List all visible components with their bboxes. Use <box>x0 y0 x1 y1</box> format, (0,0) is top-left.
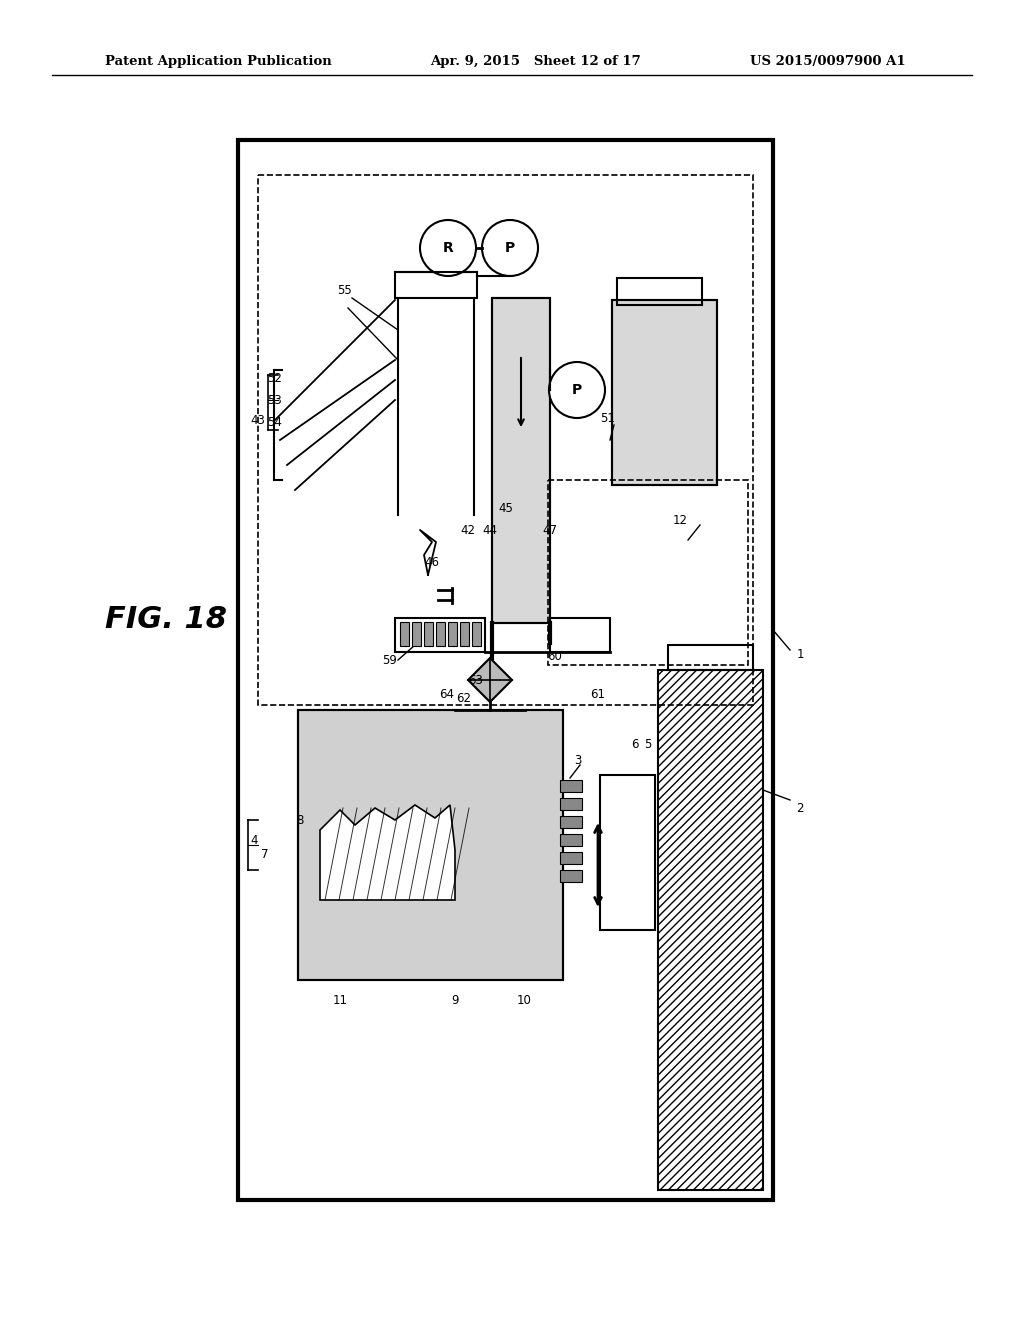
Bar <box>400 622 409 645</box>
Text: 11: 11 <box>333 994 347 1006</box>
Polygon shape <box>319 805 455 900</box>
Bar <box>668 645 753 671</box>
Bar <box>560 834 582 846</box>
Bar <box>472 622 481 645</box>
Text: 45: 45 <box>499 502 513 515</box>
Text: FIG. 18: FIG. 18 <box>105 606 227 635</box>
Text: 5: 5 <box>644 738 651 751</box>
Bar <box>258 176 753 705</box>
Bar <box>492 298 550 623</box>
Text: 60: 60 <box>548 649 562 663</box>
Text: 63: 63 <box>469 673 483 686</box>
Text: 51: 51 <box>600 412 615 425</box>
Bar <box>612 300 717 484</box>
Text: 53: 53 <box>267 393 283 407</box>
Text: 43: 43 <box>251 413 265 426</box>
Text: 3: 3 <box>574 754 582 767</box>
Text: 42: 42 <box>461 524 475 536</box>
Text: P: P <box>571 383 582 397</box>
Bar <box>612 300 717 484</box>
Bar <box>412 622 421 645</box>
Text: 10: 10 <box>516 994 531 1006</box>
Text: US 2015/0097900 A1: US 2015/0097900 A1 <box>750 55 905 69</box>
Text: Patent Application Publication: Patent Application Publication <box>105 55 332 69</box>
Bar <box>298 710 563 979</box>
Text: 62: 62 <box>457 692 471 705</box>
Bar <box>658 671 763 1191</box>
Bar <box>548 480 748 665</box>
Bar <box>460 622 469 645</box>
Text: 4: 4 <box>250 833 258 846</box>
Bar <box>395 272 477 298</box>
Bar <box>449 622 457 645</box>
Text: R: R <box>442 242 454 255</box>
Text: 8: 8 <box>296 813 304 826</box>
Bar <box>492 298 550 623</box>
Text: 7: 7 <box>261 849 268 862</box>
Text: 12: 12 <box>673 513 687 527</box>
Bar <box>600 775 655 931</box>
Text: P: P <box>505 242 515 255</box>
Text: 44: 44 <box>482 524 498 536</box>
Bar <box>436 622 445 645</box>
Text: 52: 52 <box>267 371 283 384</box>
Text: 6: 6 <box>631 738 639 751</box>
Text: 55: 55 <box>338 284 352 297</box>
Bar <box>560 799 582 810</box>
Circle shape <box>420 220 476 276</box>
Text: 1: 1 <box>797 648 804 661</box>
Bar <box>550 618 610 652</box>
Bar <box>560 780 582 792</box>
Text: 2: 2 <box>797 801 804 814</box>
Text: 64: 64 <box>439 689 455 701</box>
Bar <box>238 140 773 1200</box>
Bar <box>298 710 563 979</box>
Circle shape <box>549 362 605 418</box>
Circle shape <box>482 220 538 276</box>
Bar <box>424 622 433 645</box>
Bar <box>617 279 702 305</box>
Bar <box>395 618 485 652</box>
Text: 9: 9 <box>452 994 459 1006</box>
Text: 54: 54 <box>267 416 283 429</box>
Text: Apr. 9, 2015   Sheet 12 of 17: Apr. 9, 2015 Sheet 12 of 17 <box>430 55 641 69</box>
Text: 46: 46 <box>425 556 439 569</box>
Bar <box>560 851 582 865</box>
Polygon shape <box>468 657 512 702</box>
Text: 59: 59 <box>383 653 397 667</box>
Bar <box>560 870 582 882</box>
Text: 61: 61 <box>591 688 605 701</box>
Text: 47: 47 <box>543 524 557 536</box>
Bar <box>560 816 582 828</box>
